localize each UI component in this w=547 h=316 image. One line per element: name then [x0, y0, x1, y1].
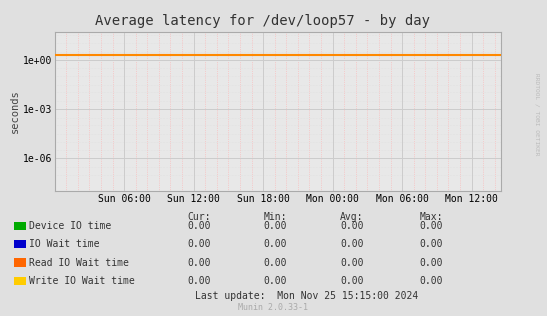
Text: 0.00: 0.00 [420, 239, 443, 249]
Text: Avg:: Avg: [340, 212, 364, 222]
Text: Read IO Wait time: Read IO Wait time [29, 258, 129, 268]
Text: 0.00: 0.00 [340, 276, 364, 286]
Text: 0.00: 0.00 [264, 239, 287, 249]
Text: 0.00: 0.00 [340, 239, 364, 249]
Text: Cur:: Cur: [187, 212, 211, 222]
Text: 0.00: 0.00 [187, 258, 211, 268]
Text: 0.00: 0.00 [264, 258, 287, 268]
Text: 0.00: 0.00 [264, 276, 287, 286]
Text: 0.00: 0.00 [264, 221, 287, 231]
Text: 0.00: 0.00 [420, 221, 443, 231]
Text: Max:: Max: [420, 212, 443, 222]
Text: 0.00: 0.00 [187, 221, 211, 231]
Text: Last update:  Mon Nov 25 15:15:00 2024: Last update: Mon Nov 25 15:15:00 2024 [195, 291, 418, 301]
Text: Munin 2.0.33-1: Munin 2.0.33-1 [238, 303, 309, 312]
Text: Write IO Wait time: Write IO Wait time [29, 276, 135, 286]
Text: Average latency for /dev/loop57 - by day: Average latency for /dev/loop57 - by day [95, 14, 430, 28]
Text: IO Wait time: IO Wait time [29, 239, 100, 249]
Text: 0.00: 0.00 [340, 258, 364, 268]
Text: 0.00: 0.00 [420, 276, 443, 286]
Text: Min:: Min: [264, 212, 287, 222]
Text: 0.00: 0.00 [187, 276, 211, 286]
Text: RRDTOOL / TOBI OETIKER: RRDTOOL / TOBI OETIKER [534, 72, 540, 155]
Text: 0.00: 0.00 [187, 239, 211, 249]
Text: 0.00: 0.00 [340, 221, 364, 231]
Text: Device IO time: Device IO time [29, 221, 111, 231]
Y-axis label: seconds: seconds [10, 89, 20, 133]
Text: 0.00: 0.00 [420, 258, 443, 268]
